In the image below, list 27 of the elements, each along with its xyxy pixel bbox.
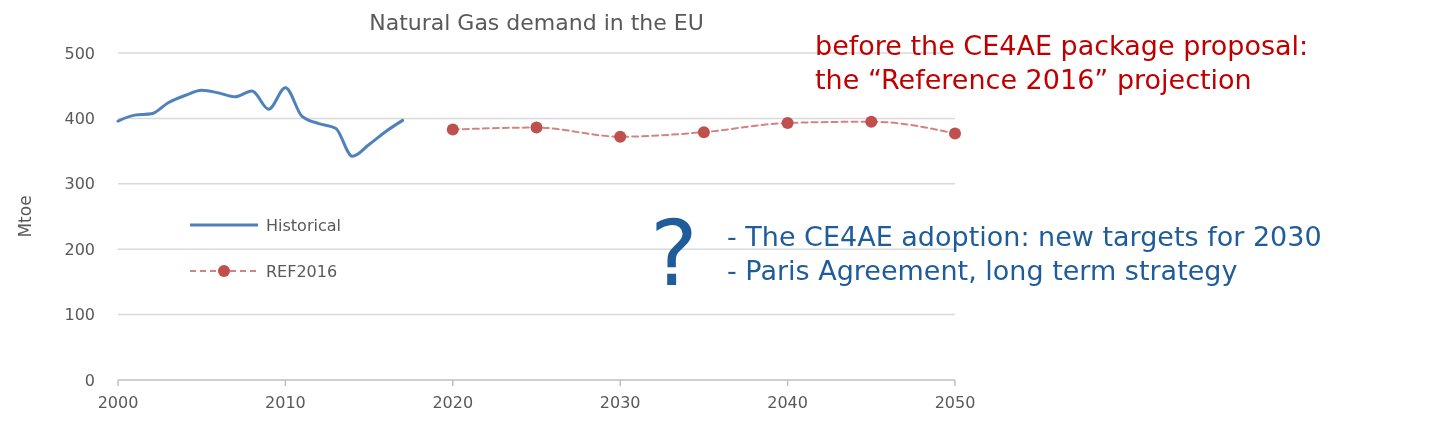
legend-label: REF2016: [266, 261, 338, 281]
annotation: - The CE4AE adoption: new targets for 2030 - Paris Agreement, long term strategy: [727, 221, 1322, 286]
point: [614, 130, 627, 143]
point: [697, 126, 710, 139]
point: [865, 115, 878, 128]
y-tick-label: 300: [64, 174, 95, 194]
y-tick-label: 500: [64, 43, 95, 63]
point: [949, 127, 961, 140]
y-tick-label: 400: [64, 109, 95, 128]
point: [781, 116, 794, 129]
y-tick-label: 100: [64, 305, 95, 325]
x-tick-label: 2050: [934, 393, 976, 412]
y-axis-title: Mtoe: [15, 195, 35, 238]
y-tick-label: 200: [64, 239, 95, 259]
annotation: ?: [650, 201, 698, 306]
y-tick-label: 0: [84, 370, 95, 390]
x-tick-label: 2020: [432, 393, 474, 412]
legend-label: Historical: [266, 215, 341, 235]
x-tick-label: 2040: [767, 393, 808, 412]
x-tick-label: 2030: [599, 393, 641, 412]
point: [446, 123, 459, 136]
annotation: before the CE4AE package proposal: the “Reference 2016” projection: [815, 30, 1309, 95]
line-series: [116, 86, 405, 158]
chart-title: Natural Gas demand in the EU: [369, 10, 704, 35]
x-tick-label: 2010: [265, 393, 306, 412]
point: [530, 121, 543, 134]
x-tick-label: 2000: [97, 393, 139, 412]
